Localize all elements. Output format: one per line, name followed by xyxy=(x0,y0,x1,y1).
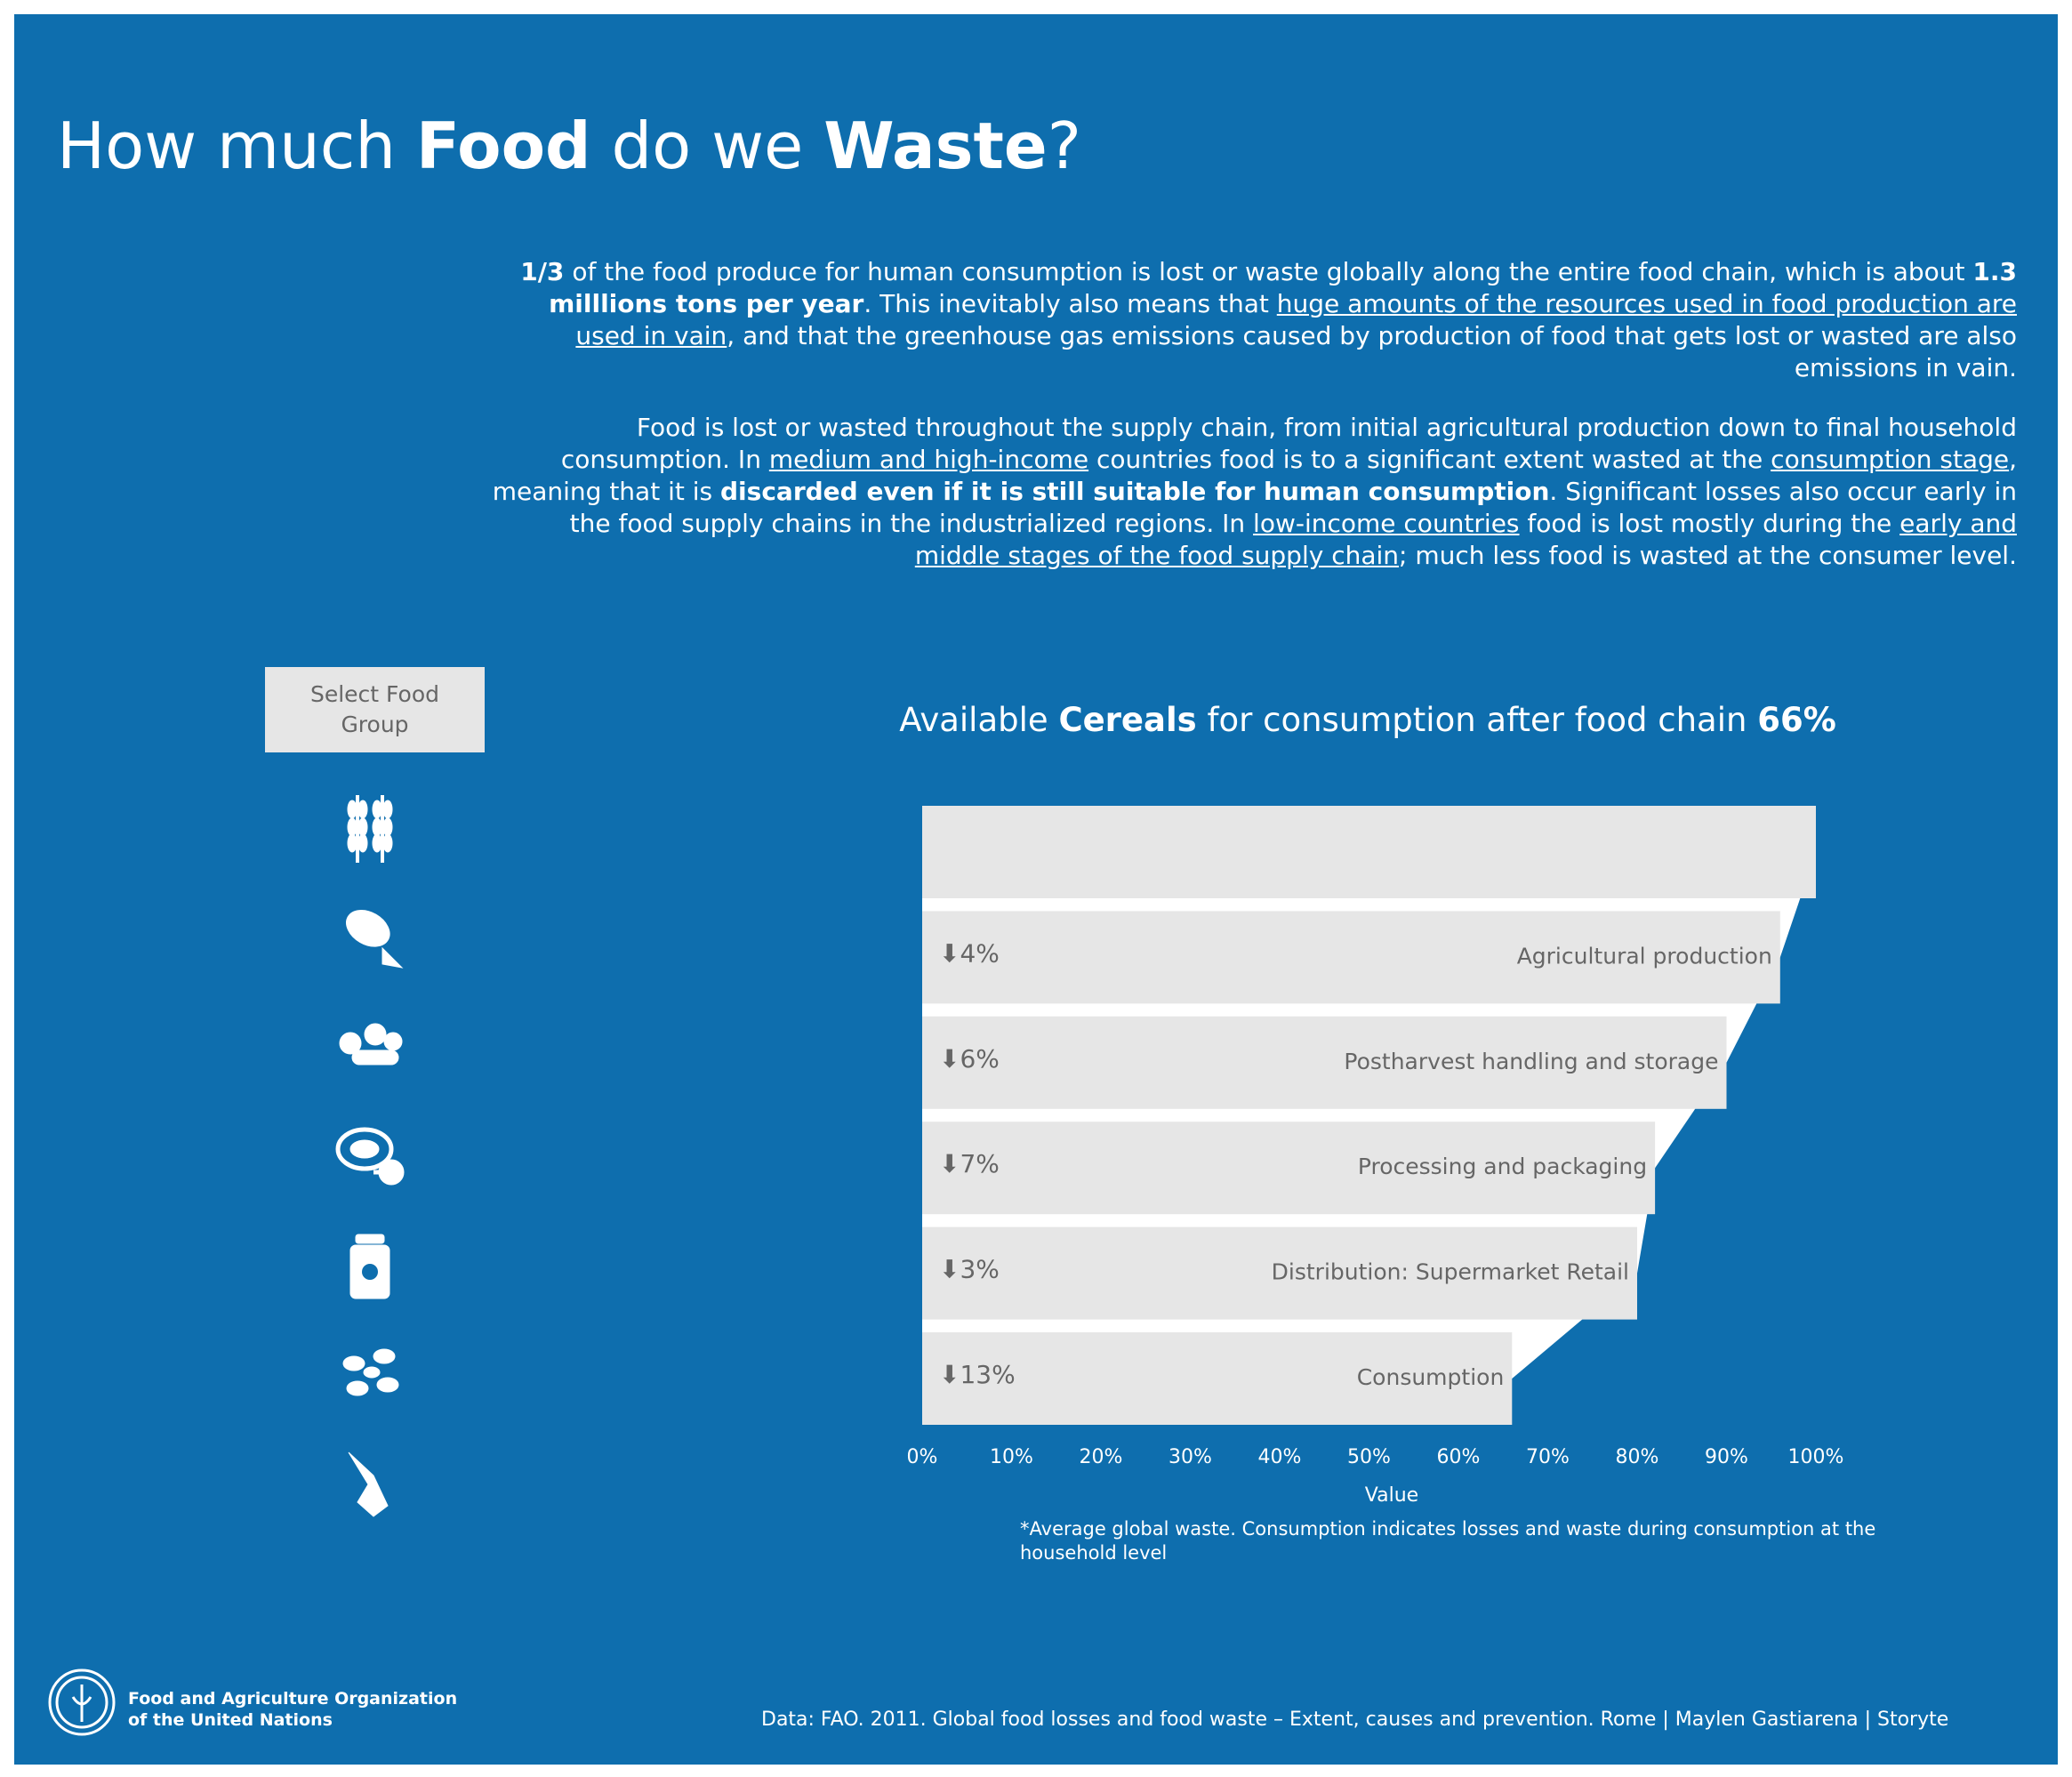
fish-icon[interactable] xyxy=(340,903,404,969)
org-line: Food and Agriculture Organization xyxy=(128,1689,458,1709)
bar-category-label: Agricultural production xyxy=(1517,943,1772,969)
chart-title: Available Cereals for consumption after … xyxy=(899,701,1836,739)
x-tick-label: 100% xyxy=(1788,1446,1844,1468)
x-tick-label: 20% xyxy=(1080,1446,1123,1468)
chart-note: *Average global waste. Consumption indic… xyxy=(1020,1518,1876,1564)
org-name: Food and Agriculture Organization of the … xyxy=(128,1688,457,1731)
chart-title-text: Available xyxy=(899,701,1058,739)
drop-label: ⬇7% xyxy=(939,1149,1000,1178)
text: huge amounts of the resources used in fo… xyxy=(575,289,2017,350)
chart-title-text: 66% xyxy=(1757,701,1836,739)
x-tick-label: 60% xyxy=(1437,1446,1481,1468)
x-tick-label: 40% xyxy=(1258,1446,1302,1468)
bar xyxy=(922,806,1816,898)
bar-category-label: Processing and packaging xyxy=(1358,1154,1647,1179)
drop-label: ⬇3% xyxy=(939,1255,1000,1284)
title-text: do we xyxy=(590,109,824,183)
intro: 1/3 of the food produce for human consum… xyxy=(485,256,2017,599)
drop-label: ⬇13% xyxy=(939,1360,1016,1389)
text: consumption stage xyxy=(1771,445,2010,474)
chart-title-text: for consumption after food chain xyxy=(1197,701,1758,739)
bar xyxy=(922,1226,1637,1320)
org-line: of the United Nations xyxy=(128,1710,333,1730)
x-tick-label: 70% xyxy=(1526,1446,1570,1468)
title-text: Waste xyxy=(823,109,1048,183)
text: medium and high-income xyxy=(768,445,1089,474)
roots-icon[interactable] xyxy=(348,1451,389,1517)
source: Data: FAO. 2011. Global food losses and … xyxy=(761,1709,1949,1731)
plot: Agricultural production ⬇4% Postharvest ha… xyxy=(907,806,1844,1468)
x-tick-label: 30% xyxy=(1169,1446,1212,1468)
text: countries food is to a significant exten… xyxy=(1088,445,1771,474)
drop-label: ⬇6% xyxy=(939,1044,1000,1073)
paragraph: 1/3 of the food produce for human consum… xyxy=(485,256,2017,384)
bar xyxy=(922,1332,1513,1425)
text: . This inevitably also means that xyxy=(863,289,1277,318)
text: of the food produce for human consumptio… xyxy=(564,257,1973,286)
bar xyxy=(922,911,1780,1004)
title-text: ? xyxy=(1047,109,1081,183)
bar-category-label: Distribution: Supermarket Retail xyxy=(1272,1259,1629,1285)
food-icons xyxy=(335,795,405,1517)
text: Food is lost or wasted throughout the su… xyxy=(560,413,2017,474)
x-tick-label: 50% xyxy=(1347,1446,1391,1468)
paragraph: Food is lost or wasted throughout the su… xyxy=(485,412,2017,572)
text: early and middle stages of the food supp… xyxy=(914,509,2017,570)
x-tick-label: 80% xyxy=(1616,1446,1659,1468)
meat-icon[interactable] xyxy=(335,1127,405,1186)
text: low-income countries xyxy=(1253,509,1520,538)
select-button[interactable]: Select Food Group xyxy=(265,667,485,752)
text: . Significant losses also occur early in… xyxy=(569,477,2017,538)
text: , and that the greenhouse gas emissions … xyxy=(727,321,2017,382)
bar xyxy=(922,1122,1656,1215)
x-axis-label: Value xyxy=(1365,1484,1418,1507)
bar xyxy=(922,1016,1727,1109)
vegetables-icon[interactable] xyxy=(339,1023,403,1065)
x-tick-label: 0% xyxy=(907,1446,938,1468)
text: discarded even if it is still suitable f… xyxy=(720,477,1550,506)
text: ; much less food is wasted at the consum… xyxy=(1399,541,2017,570)
milk-icon[interactable] xyxy=(349,1234,390,1299)
pulses-icon[interactable] xyxy=(342,1348,399,1396)
wheat xyxy=(372,795,393,863)
text: food is lost mostly during the xyxy=(1519,509,1900,538)
cereals-icon[interactable] xyxy=(347,795,393,863)
title-text: Food xyxy=(415,109,591,183)
text: 1/3 xyxy=(520,257,565,286)
x-tick-label: 10% xyxy=(990,1446,1033,1468)
page-title: How much Food do we Waste? xyxy=(57,109,1081,183)
chart-title-text: Cereals xyxy=(1058,701,1196,739)
bar-category-label: Consumption xyxy=(1357,1364,1505,1390)
bar-category-label: Postharvest handling and storage xyxy=(1344,1049,1718,1074)
x-tick-label: 90% xyxy=(1705,1446,1748,1468)
title-text: How much xyxy=(57,109,416,183)
fao-logo xyxy=(48,1668,116,1736)
wheat xyxy=(347,795,368,863)
drop-label: ⬇4% xyxy=(939,938,1000,968)
text: 1.3 milllions tons per year xyxy=(549,257,2017,318)
text: , meaning that it is xyxy=(492,445,2017,506)
